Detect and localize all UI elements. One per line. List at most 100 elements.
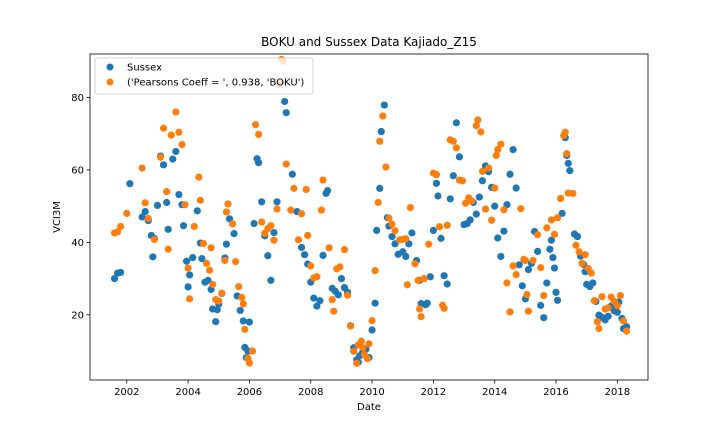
sussex-point bbox=[371, 299, 379, 307]
boku-point bbox=[175, 128, 183, 136]
boku-point bbox=[449, 137, 457, 145]
boku-point bbox=[141, 199, 149, 207]
sussex-point bbox=[163, 198, 171, 207]
boku-point bbox=[512, 270, 520, 279]
boku-point bbox=[297, 210, 306, 218]
boku-point bbox=[590, 297, 598, 305]
sussex-point bbox=[573, 232, 582, 241]
sussex-point bbox=[540, 314, 548, 322]
boku-point bbox=[382, 163, 390, 171]
legend-marker-sussex bbox=[106, 63, 114, 71]
boku-point bbox=[374, 198, 382, 207]
boku-point bbox=[304, 231, 312, 240]
sussex-point bbox=[213, 306, 221, 314]
sussex-point bbox=[198, 255, 206, 263]
boku-point bbox=[248, 347, 257, 355]
boku-point bbox=[350, 347, 358, 355]
boku-point bbox=[123, 209, 131, 217]
legend-label-boku: ('Pearsons Coeff = ', 0.938, 'BOKU') bbox=[127, 78, 304, 89]
boku-point bbox=[524, 307, 533, 315]
sussex-point bbox=[388, 232, 396, 241]
boku-point bbox=[273, 205, 281, 213]
sussex-point bbox=[434, 192, 442, 200]
boku-point bbox=[167, 131, 175, 139]
boku-point bbox=[205, 266, 214, 274]
sussex-point bbox=[515, 261, 523, 269]
boku-point bbox=[537, 264, 545, 272]
sussex-point bbox=[182, 257, 191, 265]
sussex-point bbox=[604, 312, 612, 320]
boku-point bbox=[287, 206, 295, 214]
sussex-point bbox=[446, 195, 454, 203]
sussex-point bbox=[281, 97, 289, 106]
x-tick-label: 2016 bbox=[543, 387, 568, 398]
boku-point bbox=[144, 214, 152, 223]
boku-point bbox=[500, 206, 508, 214]
boku-point bbox=[343, 291, 352, 299]
boku-point bbox=[478, 167, 487, 175]
sussex-point bbox=[613, 308, 621, 316]
sussex-point bbox=[437, 234, 445, 242]
boku-point bbox=[414, 276, 422, 284]
boku-point bbox=[156, 153, 165, 161]
boku-point bbox=[402, 235, 410, 243]
sussex-point bbox=[138, 213, 146, 221]
sussex-point bbox=[239, 317, 247, 325]
boku-point bbox=[587, 269, 595, 277]
x-tick-label: 2014 bbox=[482, 387, 507, 398]
boku-point bbox=[569, 189, 577, 198]
sussex-point bbox=[186, 271, 194, 279]
boku-point bbox=[481, 205, 490, 213]
boku-point bbox=[347, 322, 355, 330]
sussex-point bbox=[449, 172, 457, 180]
sussex-point bbox=[494, 234, 502, 242]
boku-point bbox=[578, 259, 586, 267]
boku-point bbox=[186, 295, 194, 303]
boku-point bbox=[282, 160, 290, 168]
boku-point bbox=[506, 308, 514, 316]
boku-point bbox=[317, 206, 326, 214]
sussex-point bbox=[566, 167, 574, 175]
boku-point bbox=[336, 263, 344, 271]
boku-point bbox=[619, 317, 628, 325]
boku-point bbox=[406, 203, 414, 212]
boku-point bbox=[359, 344, 367, 352]
boku-point bbox=[138, 164, 146, 172]
boku-point bbox=[492, 151, 500, 160]
sussex-point bbox=[478, 177, 487, 185]
boku-point bbox=[503, 279, 511, 287]
sussex-point bbox=[270, 228, 278, 237]
boku-point bbox=[388, 220, 396, 228]
sussex-point bbox=[334, 291, 342, 299]
boku-point bbox=[325, 244, 333, 252]
sussex-point bbox=[373, 226, 381, 234]
boku-point bbox=[472, 122, 480, 130]
boku-point bbox=[540, 292, 548, 300]
sussex-point bbox=[337, 274, 346, 283]
boku-point bbox=[403, 281, 411, 289]
sussex-point bbox=[549, 253, 557, 262]
boku-point bbox=[593, 318, 602, 326]
boku-point bbox=[557, 194, 565, 203]
x-tick-label: 2002 bbox=[114, 387, 139, 398]
sussex-point bbox=[193, 207, 201, 215]
sussex-point bbox=[543, 279, 551, 287]
y-tick-label: 40 bbox=[71, 238, 84, 249]
sussex-point bbox=[426, 273, 434, 281]
boku-point bbox=[491, 184, 499, 192]
sussex-point bbox=[564, 159, 572, 167]
boku-point bbox=[209, 280, 217, 288]
y-tick-label: 60 bbox=[71, 165, 84, 176]
sussex-point bbox=[189, 253, 197, 262]
sussex-point bbox=[230, 230, 238, 238]
sussex-point bbox=[267, 276, 275, 284]
sussex-point bbox=[552, 288, 560, 296]
boku-point bbox=[477, 128, 485, 136]
boku-point bbox=[425, 240, 433, 248]
sussex-point bbox=[408, 229, 416, 237]
sussex-point bbox=[236, 306, 244, 315]
sussex-point bbox=[491, 202, 499, 210]
boku-point bbox=[202, 259, 211, 267]
sussex-point bbox=[301, 251, 309, 259]
y-tick-label: 20 bbox=[71, 310, 84, 321]
